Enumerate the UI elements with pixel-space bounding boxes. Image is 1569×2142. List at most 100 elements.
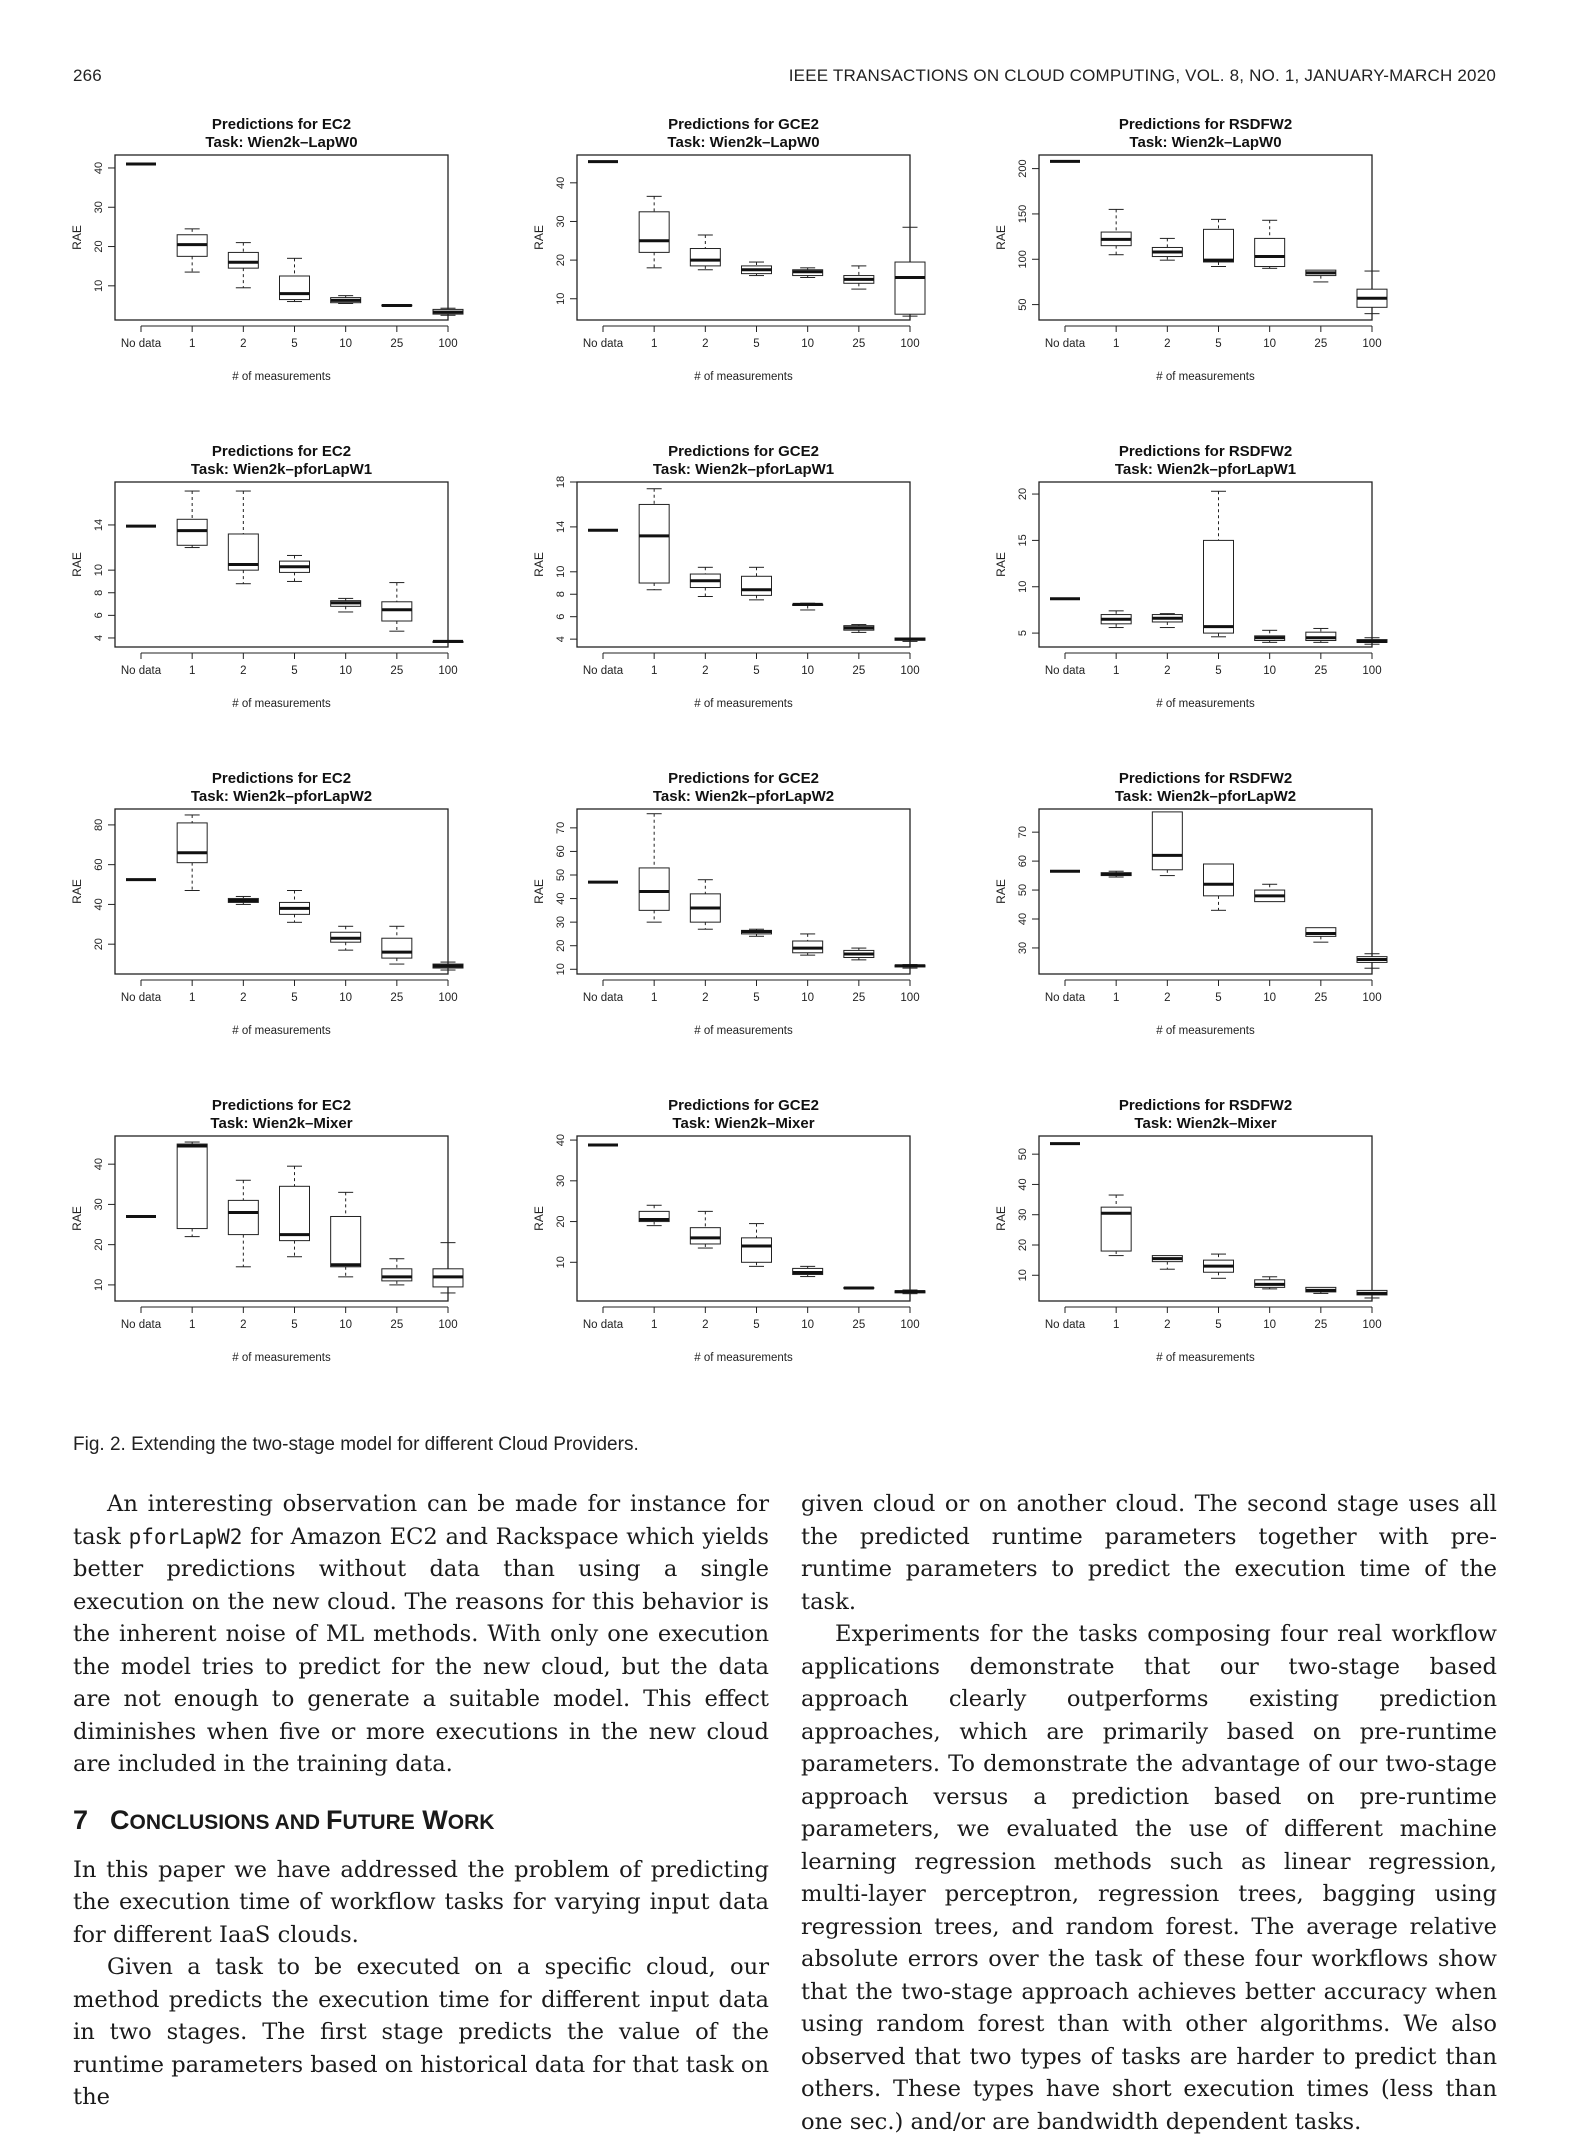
chart-title: Predictions for RSDFW2 xyxy=(1119,116,1292,133)
box-2 xyxy=(227,895,259,905)
iqr-box xyxy=(638,867,670,911)
box-10 xyxy=(330,1191,362,1278)
x-tick-label: 100 xyxy=(1362,338,1381,350)
y-tick-label: 20 xyxy=(555,1215,567,1227)
paragraph: given cloud or on another cloud. The sec… xyxy=(801,1491,1497,1615)
box-25 xyxy=(843,1286,875,1290)
y-tick-label: 10 xyxy=(1017,1269,1029,1281)
x-tick-label: 2 xyxy=(702,1319,708,1331)
figure-2: Predictions for EC2 Task: Wien2k–LapW0 10 2… xyxy=(65,112,1505,1457)
iqr-box xyxy=(1203,863,1234,897)
y-tick-label: 50 xyxy=(1017,1148,1029,1160)
x-tick-label: 10 xyxy=(801,338,814,350)
box-5 xyxy=(1203,1253,1234,1279)
box-5 xyxy=(741,1223,772,1267)
y-axis-label: RAE xyxy=(532,879,546,904)
box-10 xyxy=(330,597,362,613)
x-axis-label: # of measurements xyxy=(694,371,793,383)
iqr-box xyxy=(638,1210,670,1223)
y-axis-label: RAE xyxy=(70,552,84,577)
y-tick-label: 70 xyxy=(1017,826,1029,838)
y-tick-label: 30 xyxy=(1017,942,1029,954)
chart-subtitle: Task: Wien2k–Mixer xyxy=(1134,1115,1276,1132)
chart-title: Predictions for GCE2 xyxy=(668,443,819,460)
left-column: An interesting observation can be made f… xyxy=(73,1488,769,2114)
x-tick-label: 1 xyxy=(189,992,195,1004)
y-tick-label: 10 xyxy=(93,564,105,576)
x-tick-label: 2 xyxy=(1164,665,1170,677)
code-task-name: pforLapW2 xyxy=(128,1524,243,1549)
chart-subtitle: Task: Wien2k–pforLapW2 xyxy=(191,788,372,805)
chart-title: Predictions for RSDFW2 xyxy=(1119,1097,1292,1114)
box-2 xyxy=(227,1179,259,1268)
box-100 xyxy=(1356,637,1388,645)
chart-subtitle: Task: Wien2k–pforLapW1 xyxy=(191,461,372,478)
box-25 xyxy=(843,265,875,290)
plot-frame xyxy=(576,481,911,648)
box-10 xyxy=(330,925,362,951)
box-1 xyxy=(638,813,670,923)
iqr-box xyxy=(1203,539,1234,634)
chart-title: Predictions for GCE2 xyxy=(668,770,819,787)
chart-subtitle: Task: Wien2k–LapW0 xyxy=(1129,134,1281,151)
x-tick-label: 1 xyxy=(189,665,195,677)
box-1 xyxy=(1100,208,1132,256)
y-tick-label: 30 xyxy=(555,215,567,227)
box-100 xyxy=(1356,1289,1388,1299)
box-25 xyxy=(381,303,413,307)
iqr-box xyxy=(894,261,926,315)
chart-subtitle: Task: Wien2k–LapW0 xyxy=(667,134,819,151)
x-axis-label: # of measurements xyxy=(232,698,331,710)
right-column: given cloud or on another cloud. The sec… xyxy=(801,1488,1497,2138)
box-2 xyxy=(227,490,259,585)
box-25 xyxy=(381,582,413,632)
box-25 xyxy=(843,947,875,961)
box-10 xyxy=(330,295,362,304)
box-5 xyxy=(741,928,772,937)
x-tick-label: 10 xyxy=(1263,665,1276,677)
x-tick-label: 100 xyxy=(438,992,457,1004)
x-tick-label: 2 xyxy=(702,665,708,677)
x-tick-label: No data xyxy=(121,665,162,677)
iqr-box xyxy=(176,518,208,546)
y-axis-label: RAE xyxy=(994,225,1008,250)
x-tick-label: 10 xyxy=(1263,992,1276,1004)
y-tick-label: 20 xyxy=(1017,1239,1029,1251)
chart-subtitle: Task: Wien2k–pforLapW1 xyxy=(1115,461,1296,478)
x-tick-label: 5 xyxy=(753,665,759,677)
x-tick-label: 5 xyxy=(1215,338,1221,350)
section-heading: 7 CONCLUSIONS AND FUTURE WORK xyxy=(73,1804,495,1835)
chart-subtitle: Task: Wien2k–pforLapW2 xyxy=(653,788,834,805)
x-tick-label: 2 xyxy=(240,1319,246,1331)
x-axis-label: # of measurements xyxy=(1156,1025,1255,1037)
x-axis-label: # of measurements xyxy=(694,1025,793,1037)
x-tick-label: 10 xyxy=(801,1319,814,1331)
y-tick-label: 60 xyxy=(93,859,105,871)
x-tick-label: 100 xyxy=(900,665,919,677)
iqr-box xyxy=(227,1199,259,1236)
y-tick-label: 20 xyxy=(555,940,567,952)
box-2 xyxy=(689,234,721,271)
x-tick-label: 2 xyxy=(240,992,246,1004)
x-tick-label: 2 xyxy=(702,992,708,1004)
iqr-box xyxy=(176,1143,208,1230)
x-tick-label: 25 xyxy=(390,1319,403,1331)
iqr-box xyxy=(1254,237,1286,268)
iqr-box xyxy=(381,1268,413,1282)
x-tick-label: 25 xyxy=(390,992,403,1004)
box-100 xyxy=(432,961,464,971)
x-tick-label: 25 xyxy=(852,338,865,350)
x-tick-label: 1 xyxy=(651,338,657,350)
x-tick-label: 100 xyxy=(1362,665,1381,677)
x-tick-label: 10 xyxy=(1263,1319,1276,1331)
x-axis-label: # of measurements xyxy=(694,1352,793,1364)
y-tick-label: 30 xyxy=(93,1198,105,1210)
box-100 xyxy=(894,637,926,642)
y-axis-label: RAE xyxy=(532,552,546,577)
chart-subtitle: Task: Wien2k–LapW0 xyxy=(205,134,357,151)
